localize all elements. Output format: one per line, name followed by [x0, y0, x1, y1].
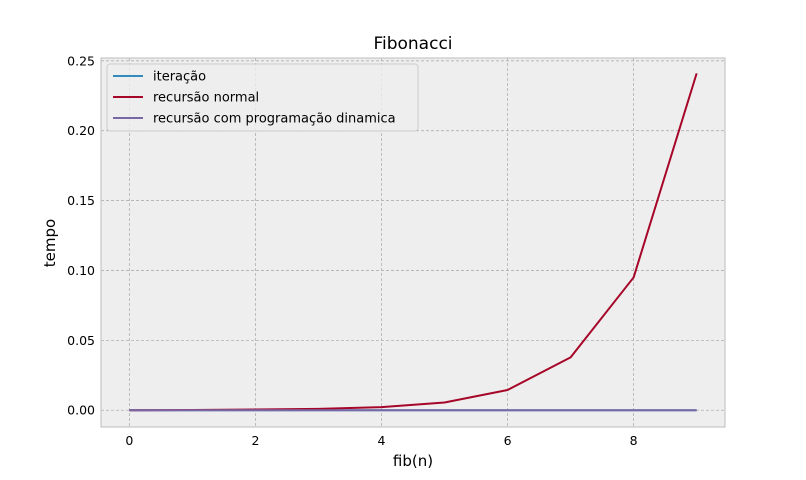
- y-tick-label: 0.20: [67, 123, 95, 138]
- y-tick-label: 0.25: [67, 53, 95, 68]
- x-axis-ticks: 0 2 4 6 8: [125, 433, 637, 448]
- legend: iteração recursão normal recursão com prog…: [106, 63, 419, 132]
- legend-label: recursão com programação dinamica: [153, 112, 396, 127]
- x-tick-label: 8: [630, 433, 638, 448]
- x-axis-label: fib(n): [393, 452, 433, 470]
- legend-label: iteração: [153, 70, 206, 85]
- y-tick-label: 0.15: [67, 193, 95, 208]
- legend-label: recursão normal: [153, 91, 259, 106]
- x-tick-label: 2: [251, 433, 259, 448]
- y-tick-label: 0.00: [67, 403, 95, 418]
- chart-title: Fibonacci: [373, 34, 452, 54]
- y-axis-label: tempo: [41, 219, 59, 267]
- y-tick-label: 0.10: [67, 263, 95, 278]
- series-lines: [129, 73, 698, 412]
- x-tick-label: 6: [504, 433, 512, 448]
- y-tick-label: 0.05: [67, 333, 95, 348]
- y-axis-ticks: 0.00 0.05 0.10 0.15 0.20 0.25: [67, 53, 95, 417]
- x-tick-label: 0: [125, 433, 133, 448]
- plot-frame: [100, 57, 726, 428]
- x-tick-label: 4: [378, 433, 386, 448]
- legend-box: [106, 63, 419, 132]
